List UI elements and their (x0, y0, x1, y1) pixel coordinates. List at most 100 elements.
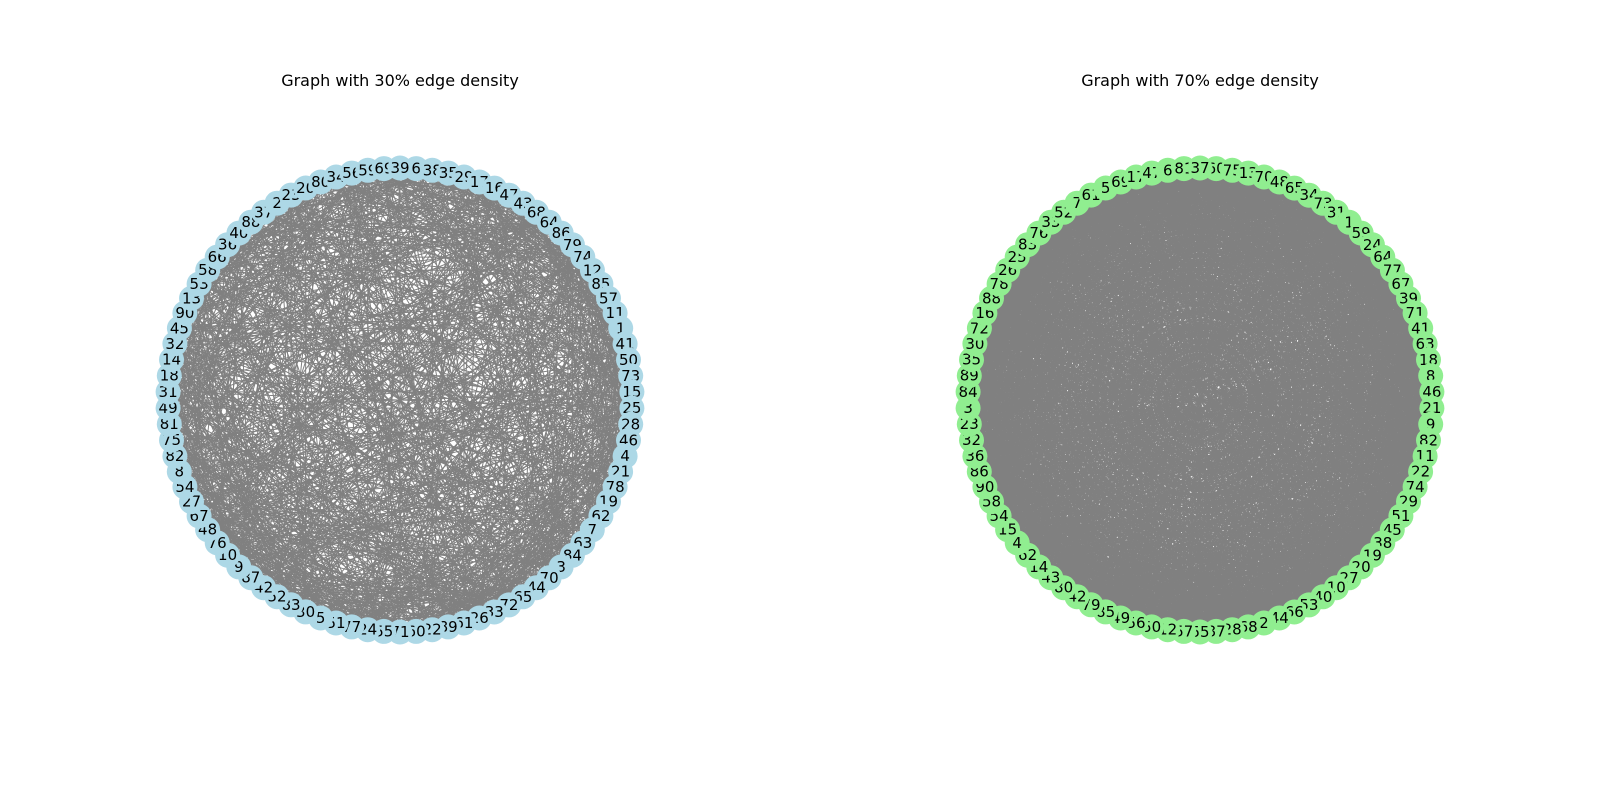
edge (998, 176, 1137, 517)
edge (1038, 167, 1201, 568)
edge (1120, 167, 1201, 619)
edge (305, 187, 337, 624)
edges (167, 167, 633, 633)
edge (335, 176, 621, 329)
edge (1007, 167, 1201, 271)
edge (227, 542, 583, 556)
nodes: 6 383529171647436864867974128557111415073… (155, 155, 645, 645)
edge (335, 176, 616, 488)
node-label: 5 (1101, 179, 1111, 197)
edge (1090, 194, 1421, 473)
edge (216, 256, 337, 624)
edge (1183, 168, 1384, 258)
node: 39 (387, 155, 413, 181)
edge (171, 194, 292, 360)
edge (991, 168, 1185, 502)
edge (1199, 167, 1421, 329)
edge (198, 168, 385, 285)
edge (199, 283, 621, 329)
edge (168, 169, 369, 377)
edge (184, 312, 524, 598)
edge (383, 168, 584, 258)
edge (191, 170, 369, 502)
edge (1199, 167, 1432, 425)
edge (1183, 168, 1265, 624)
node-label: 7 (588, 521, 598, 539)
edge (207, 233, 240, 530)
edge (184, 312, 353, 628)
edge (1199, 167, 1433, 409)
edge (1105, 170, 1169, 612)
edge (320, 312, 616, 619)
node-circle (387, 155, 413, 181)
edge (383, 168, 449, 627)
edge (305, 170, 369, 612)
edge (198, 181, 322, 517)
edge (191, 168, 385, 299)
edge (367, 170, 401, 633)
edge (1199, 167, 1362, 568)
edge (399, 167, 626, 457)
edge (335, 176, 629, 361)
edge (1199, 167, 1324, 597)
edge (320, 181, 353, 627)
edge (1199, 167, 1402, 517)
edge (1167, 167, 1201, 630)
edge (191, 501, 562, 568)
edge (984, 168, 1185, 314)
node-label: 8 (1426, 367, 1436, 385)
edge (184, 167, 401, 488)
edge (290, 167, 401, 605)
edge (276, 170, 369, 597)
edge (1007, 167, 1201, 530)
edge (276, 203, 401, 633)
edge (399, 167, 629, 361)
graph-left: 6 383529171647436864867974128557111415073… (155, 155, 645, 645)
node-label: 2 (1259, 614, 1269, 632)
edge (1199, 167, 1373, 556)
edge (335, 176, 562, 568)
edge (1199, 167, 1337, 588)
node-label: 8 (175, 463, 185, 481)
edge (191, 471, 621, 503)
edge (1063, 167, 1201, 588)
edge (1199, 167, 1384, 258)
edge (1199, 167, 1393, 271)
edge (174, 343, 593, 531)
edge (168, 176, 337, 425)
edge (1199, 167, 1280, 619)
edge (216, 256, 465, 624)
edge (991, 168, 1185, 299)
edge (367, 170, 609, 502)
edge (216, 256, 353, 628)
edge (198, 283, 465, 624)
edge (1199, 167, 1429, 361)
edge (1063, 168, 1185, 588)
node-label: 4 (620, 447, 630, 465)
edge (335, 176, 602, 517)
node-label: 2 (272, 194, 282, 212)
edge (1105, 176, 1137, 612)
edge (250, 222, 322, 619)
edge (167, 181, 322, 409)
edge (383, 168, 433, 630)
edge (207, 176, 337, 530)
edge (1199, 167, 1409, 502)
edge (167, 167, 401, 393)
edge (1183, 168, 1393, 531)
edge (399, 167, 510, 606)
edge (1199, 167, 1310, 606)
edge (1007, 269, 1233, 630)
edge (984, 167, 1201, 314)
edge (167, 407, 562, 568)
edge (399, 167, 495, 613)
edge (1199, 167, 1422, 472)
edge (174, 455, 495, 613)
edge (979, 167, 1201, 329)
edge (1063, 172, 1153, 588)
edge (979, 176, 1137, 329)
edge (290, 194, 633, 393)
edge (1183, 168, 1310, 606)
edge (178, 328, 278, 597)
node-label: 46 (1422, 383, 1441, 401)
